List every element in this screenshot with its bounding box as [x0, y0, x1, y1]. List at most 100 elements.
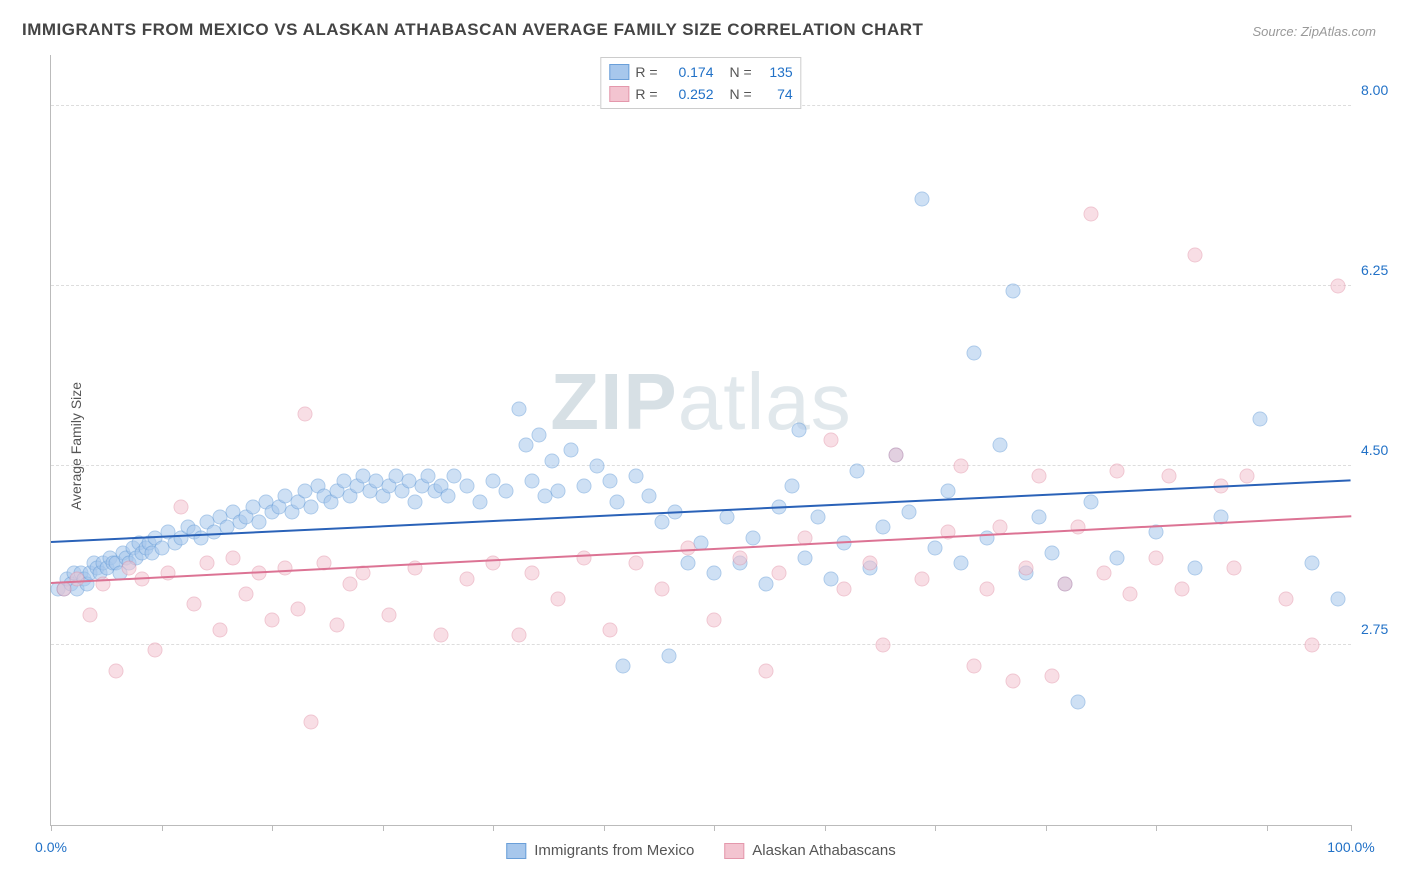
data-point [655, 581, 670, 596]
data-point [1123, 587, 1138, 602]
data-point [440, 489, 455, 504]
legend-r-value: 0.174 [664, 61, 714, 83]
data-point [642, 489, 657, 504]
data-point [791, 422, 806, 437]
data-point [460, 479, 475, 494]
data-point [811, 510, 826, 525]
data-point [486, 556, 501, 571]
data-point [382, 607, 397, 622]
data-point [297, 407, 312, 422]
data-point [1084, 494, 1099, 509]
data-point [1331, 592, 1346, 607]
data-point [343, 576, 358, 591]
x-tick-label: 0.0% [35, 839, 67, 855]
data-point [1331, 279, 1346, 294]
data-point [1006, 284, 1021, 299]
data-point [174, 499, 189, 514]
data-point [161, 566, 176, 581]
legend-swatch [609, 86, 629, 102]
data-point [421, 468, 436, 483]
data-point [1071, 694, 1086, 709]
data-point [863, 556, 878, 571]
data-point [486, 474, 501, 489]
data-point [759, 664, 774, 679]
data-point [681, 556, 696, 571]
data-point [83, 607, 98, 622]
data-point [616, 658, 631, 673]
source-attribution: Source: ZipAtlas.com [1252, 24, 1376, 39]
legend-series-item: Immigrants from Mexico [506, 842, 694, 859]
legend-n-label: N = [730, 83, 752, 105]
data-point [850, 463, 865, 478]
gridline [51, 644, 1351, 645]
data-point [1305, 638, 1320, 653]
data-point [1188, 561, 1203, 576]
data-point [148, 643, 163, 658]
data-point [967, 658, 982, 673]
data-point [1227, 561, 1242, 576]
gridline [51, 465, 1351, 466]
legend-stat-row: R =0.174N =135 [609, 61, 792, 83]
x-tick-mark [1267, 825, 1268, 831]
legend-series-item: Alaskan Athabascans [724, 842, 895, 859]
data-point [954, 556, 969, 571]
data-point [824, 571, 839, 586]
data-point [915, 191, 930, 206]
data-point [577, 479, 592, 494]
data-point [304, 715, 319, 730]
data-point [109, 664, 124, 679]
data-point [1110, 463, 1125, 478]
data-point [967, 345, 982, 360]
y-tick-label: 6.25 [1361, 262, 1406, 278]
legend-n-value: 74 [758, 83, 793, 105]
data-point [1253, 412, 1268, 427]
data-point [564, 443, 579, 458]
y-tick-label: 8.00 [1361, 82, 1406, 98]
data-point [213, 622, 228, 637]
data-point [525, 474, 540, 489]
data-point [889, 448, 904, 463]
x-tick-mark [383, 825, 384, 831]
data-point [187, 597, 202, 612]
data-point [122, 561, 137, 576]
data-point [1175, 581, 1190, 596]
data-point [603, 622, 618, 637]
data-point [980, 530, 995, 545]
data-point [447, 468, 462, 483]
data-point [720, 510, 735, 525]
data-point [304, 499, 319, 514]
legend-series-label: Alaskan Athabascans [752, 842, 895, 859]
data-point [1305, 556, 1320, 571]
data-point [239, 587, 254, 602]
data-point [655, 515, 670, 530]
data-point [1045, 669, 1060, 684]
data-point [915, 571, 930, 586]
data-point [200, 556, 215, 571]
data-point [1162, 468, 1177, 483]
data-point [531, 427, 546, 442]
legend-n-label: N = [730, 61, 752, 83]
watermark: ZIPatlas [550, 356, 851, 448]
data-point [226, 551, 241, 566]
data-point [603, 474, 618, 489]
data-point [941, 484, 956, 499]
data-point [746, 530, 761, 545]
data-point [1019, 561, 1034, 576]
data-point [1149, 551, 1164, 566]
data-point [265, 612, 280, 627]
x-tick-mark [935, 825, 936, 831]
data-point [798, 551, 813, 566]
data-point [1240, 468, 1255, 483]
x-tick-label: 100.0% [1327, 839, 1374, 855]
data-point [577, 551, 592, 566]
y-tick-label: 4.50 [1361, 442, 1406, 458]
x-tick-mark [51, 825, 52, 831]
data-point [1045, 545, 1060, 560]
data-point [609, 494, 624, 509]
data-point [876, 638, 891, 653]
data-point [1188, 248, 1203, 263]
data-point [759, 576, 774, 591]
data-point [544, 453, 559, 468]
data-point [1110, 551, 1125, 566]
data-point [954, 458, 969, 473]
